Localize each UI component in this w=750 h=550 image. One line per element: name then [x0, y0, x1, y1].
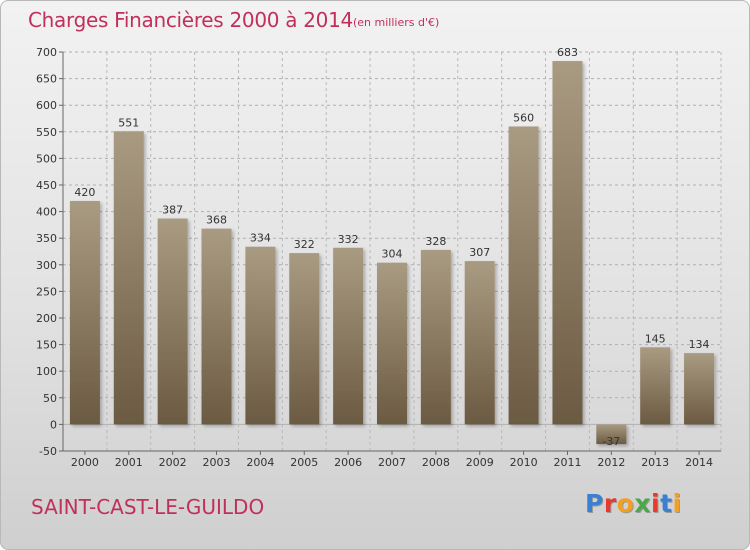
y-tick-label: 550 — [36, 126, 57, 139]
value-labels: 420 551 387 368 334 322 332 304 328 307 560 683 -37 1… — [74, 46, 709, 448]
y-tick-label: 450 — [36, 179, 57, 192]
y-tick-label: 600 — [36, 99, 57, 112]
value-label: 551 — [118, 116, 139, 129]
value-label: -37 — [602, 435, 620, 448]
bar-2004 — [245, 246, 276, 425]
y-tick-label: 500 — [36, 152, 57, 165]
x-tick-label: 2002 — [159, 456, 187, 469]
x-tick-label: 2010 — [510, 456, 538, 469]
logo-letter: i — [672, 489, 682, 518]
y-tick-label: 100 — [36, 365, 57, 378]
x-tick-label: 2007 — [378, 456, 406, 469]
x-tick-label: 2014 — [685, 456, 713, 469]
x-tick-label: 2008 — [422, 456, 450, 469]
logo-letter: o — [616, 489, 635, 518]
value-label: 560 — [513, 111, 534, 124]
x-tick-label: 2000 — [71, 456, 99, 469]
x-tick-label: 2011 — [553, 456, 581, 469]
proxiti-logo: Proxiti — [585, 489, 682, 518]
value-label: 304 — [382, 248, 403, 261]
y-tick-label: 400 — [36, 206, 57, 219]
bar-2006 — [333, 247, 364, 425]
x-tick-label: 2005 — [290, 456, 318, 469]
bar-2013 — [640, 347, 671, 425]
x-tick-label: 2012 — [597, 456, 625, 469]
value-label: 322 — [294, 238, 315, 251]
chart-unit: (en milliers d'€) — [353, 16, 440, 29]
x-tick-label: 2006 — [334, 456, 362, 469]
logo-letter: r — [603, 489, 617, 518]
bar-2009 — [464, 261, 495, 425]
value-label: 387 — [162, 204, 183, 217]
y-tick-label: 50 — [43, 392, 57, 405]
y-tick-label: 250 — [36, 285, 57, 298]
logo-letter: i — [651, 489, 661, 518]
y-tick-label: 0 — [50, 418, 57, 431]
bar-2002 — [157, 218, 188, 425]
value-label: 328 — [425, 235, 446, 248]
bar-2011 — [552, 61, 583, 425]
logo-letter: x — [634, 489, 651, 518]
town-name: SAINT-CAST-LE-GUILDO — [31, 495, 265, 519]
value-label: 334 — [250, 232, 271, 245]
value-label: 368 — [206, 214, 227, 227]
value-label: 683 — [557, 46, 578, 59]
logo-letter: t — [660, 489, 673, 518]
bar-2007 — [377, 262, 407, 425]
bar-2005 — [289, 253, 320, 425]
bar-2000 — [69, 200, 100, 425]
y-tick-label: 700 — [36, 46, 57, 59]
x-tick-label: 2003 — [203, 456, 231, 469]
x-tick-label: 2013 — [641, 456, 669, 469]
axes: -50 0 50 100 150 200 250 300 350 400 450 500 550 600 6… — [36, 46, 721, 469]
y-tick-label: 350 — [36, 232, 57, 245]
bars — [69, 61, 715, 445]
bar-2003 — [201, 228, 232, 425]
y-tick-label: 650 — [36, 73, 57, 86]
bar-2008 — [420, 249, 451, 425]
x-tick-label: 2004 — [246, 456, 274, 469]
value-label: 145 — [645, 332, 666, 345]
chart-title: Charges Financières 2000 à 2014 — [28, 8, 353, 32]
value-label: 332 — [338, 233, 359, 246]
bar-2001 — [113, 131, 144, 425]
y-tick-label: 200 — [36, 312, 57, 325]
value-label: 307 — [469, 246, 490, 259]
x-tick-label: 2009 — [466, 456, 494, 469]
bar-2010 — [508, 126, 539, 425]
x-tick-label: 2001 — [115, 456, 143, 469]
y-tick-label: -50 — [39, 445, 57, 458]
logo-letter: P — [585, 489, 604, 518]
y-tick-label: 150 — [36, 339, 57, 352]
value-label: 134 — [689, 338, 710, 351]
value-label: 420 — [74, 186, 95, 199]
y-tick-label: 300 — [36, 259, 57, 272]
bar-2012 — [596, 424, 627, 445]
bar-2014 — [684, 353, 715, 425]
